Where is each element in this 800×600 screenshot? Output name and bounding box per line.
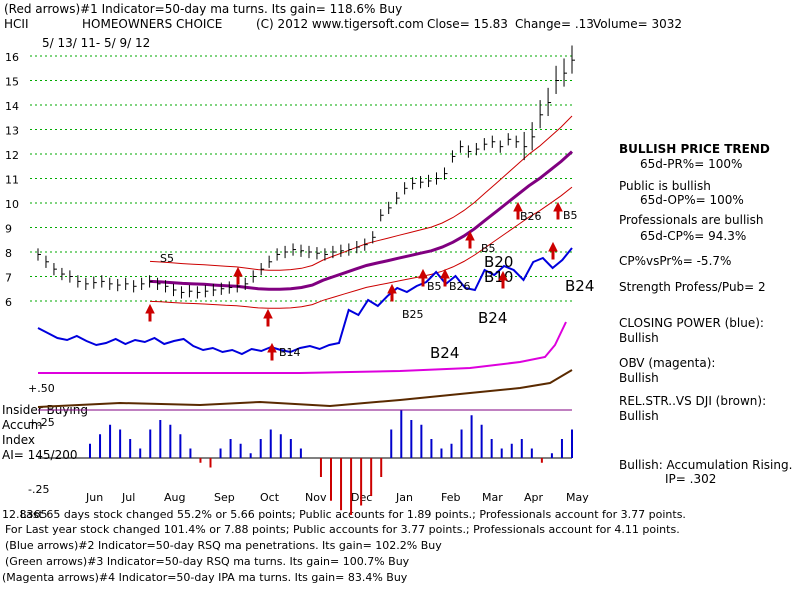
- signal-label: B24: [478, 309, 507, 327]
- signal-label: B26: [449, 280, 471, 293]
- ticker-symbol: HCII: [4, 17, 29, 31]
- accum-status: Bullish: Accumulation Rising.: [619, 458, 793, 472]
- signal-arrow: [553, 201, 563, 220]
- y-tick-label: 16: [5, 51, 19, 64]
- x-axis-labels: JunJulAugSepOctNovDecJanFebMarAprMay: [85, 491, 589, 504]
- x-tick-label: Apr: [524, 491, 544, 504]
- signal-arrow: [387, 283, 397, 302]
- x-tick-label: Oct: [260, 491, 280, 504]
- signal-label: B25: [402, 308, 424, 321]
- index-label: Index: [2, 433, 36, 447]
- y-tick-label: 15: [5, 76, 19, 89]
- y-tick-label: 12: [5, 149, 19, 162]
- signal-label: B24: [565, 277, 594, 295]
- obv-label: OBV (magenta):: [619, 356, 716, 370]
- relstr-value: Bullish: [619, 409, 659, 423]
- y-tick-label: 8: [5, 247, 12, 260]
- obv-line: [38, 321, 567, 374]
- x-tick-label: Jul: [121, 491, 135, 504]
- relstr-line: [37, 369, 573, 408]
- upper-band: [149, 115, 573, 271]
- y-tick-label: 14: [5, 100, 19, 113]
- x-tick-label: Jun: [85, 491, 103, 504]
- signal-arrow: [548, 241, 558, 260]
- price-bars: [37, 45, 575, 299]
- signal-arrow: [440, 268, 450, 287]
- signal-label: B20: [484, 253, 513, 271]
- pr-stat: 65d-PR%= 100%: [640, 157, 743, 171]
- signal-label: B5: [563, 209, 578, 222]
- signal-arrow: [263, 308, 273, 327]
- y-axis-labels: 6 7 8 9 10 11 12 13 14 15 16: [5, 51, 19, 309]
- public-stat: Public is bullish: [619, 179, 711, 193]
- ma50-line: [149, 150, 574, 291]
- footer-line2: For Last year stock changed 101.4% or 7.…: [5, 523, 680, 536]
- x-tick-label: Jan: [395, 491, 413, 504]
- signal-label: B10: [484, 268, 513, 286]
- closing-power-label: CLOSING POWER (blue):: [619, 316, 764, 330]
- strength-stat: Strength Profess/Pub= 2: [619, 280, 766, 294]
- header-indicator-line: (Red arrows)#1 Indicator=50-day ma turns…: [4, 2, 403, 16]
- signal-arrow: [233, 266, 243, 285]
- y-tick-label: 6: [5, 296, 12, 309]
- accum-label: Accum: [2, 418, 43, 432]
- x-tick-label: Mar: [482, 491, 503, 504]
- closing-power-value: Bullish: [619, 331, 659, 345]
- signal-arrow: [498, 270, 508, 289]
- footer-overlap: 12.8365: [2, 508, 48, 521]
- cp-stat: 65d-CP%= 94.3%: [640, 229, 747, 243]
- y-tick-label: 11: [5, 174, 19, 187]
- change-value: Change= .13: [515, 17, 594, 31]
- close-value: Close= 15.83: [427, 17, 508, 31]
- obv-value: Bullish: [619, 371, 659, 385]
- x-tick-label: Feb: [441, 491, 460, 504]
- indicator-lines: [37, 247, 573, 408]
- signal-label: B24: [430, 344, 459, 362]
- signal-arrow: [145, 303, 155, 322]
- footer-line1: Last 65 days stock changed 55.2% or 5.66…: [20, 508, 686, 521]
- signal-label: B5: [427, 280, 442, 293]
- footer-line3: (Blue arrows)#2 Indicator=50-day RSQ ma …: [5, 539, 442, 552]
- cpvspr-stat: CP%vsPr%= -5.7%: [619, 254, 732, 268]
- signal-arrow: [418, 268, 428, 287]
- signal-label: S5: [160, 252, 174, 265]
- closing-power-line: [37, 247, 573, 356]
- signal-label: B14: [279, 346, 301, 359]
- relstr-label: REL.STR..VS DJI (brown):: [619, 394, 767, 408]
- date-range: 5/ 13/ 11- 5/ 9/ 12: [42, 36, 151, 50]
- signal-arrow: [267, 342, 277, 361]
- signal-label: B5: [481, 242, 496, 255]
- op-stat: 65d-OP%= 100%: [640, 193, 744, 207]
- signal-arrow: [513, 201, 523, 220]
- x-tick-label: Aug: [164, 491, 185, 504]
- copyright: (C) 2012 www.tigersoft.com: [256, 17, 424, 31]
- y-tick-label: 7: [5, 272, 12, 285]
- footer-line5: (Magenta arrows)#4 Indicator=50-day IPA …: [2, 571, 408, 584]
- y-tick-label: 9: [5, 223, 12, 236]
- y-tick-label: 10: [5, 198, 19, 211]
- signal-arrow: [465, 230, 475, 249]
- professionals-stat: Professionals are bullish: [619, 213, 764, 227]
- accumulation-histogram: +.50 +.25 -.25: [28, 382, 573, 515]
- x-tick-label: Nov: [305, 491, 327, 504]
- footer-line4: (Green arrows)#3 Indicator=50-day RSQ ma…: [5, 555, 410, 568]
- price-grid: [30, 55, 575, 302]
- y-tick-label: 13: [5, 125, 19, 138]
- x-tick-label: May: [566, 491, 589, 504]
- x-tick-label: Sep: [214, 491, 235, 504]
- accum-tick-label: +.50: [28, 382, 55, 395]
- price-bands: [149, 115, 574, 309]
- accum-tick-label: -.25: [28, 483, 49, 496]
- accum-tick-label: +.25: [28, 416, 55, 429]
- company-name: HOMEOWNERS CHOICE: [82, 17, 223, 31]
- lower-band: [149, 186, 573, 309]
- volume-value: Volume= 3032: [593, 17, 683, 31]
- trend-title: BULLISH PRICE TREND: [619, 142, 770, 156]
- ip-value: IP= .302: [665, 472, 717, 486]
- signal-label: B26: [520, 210, 542, 223]
